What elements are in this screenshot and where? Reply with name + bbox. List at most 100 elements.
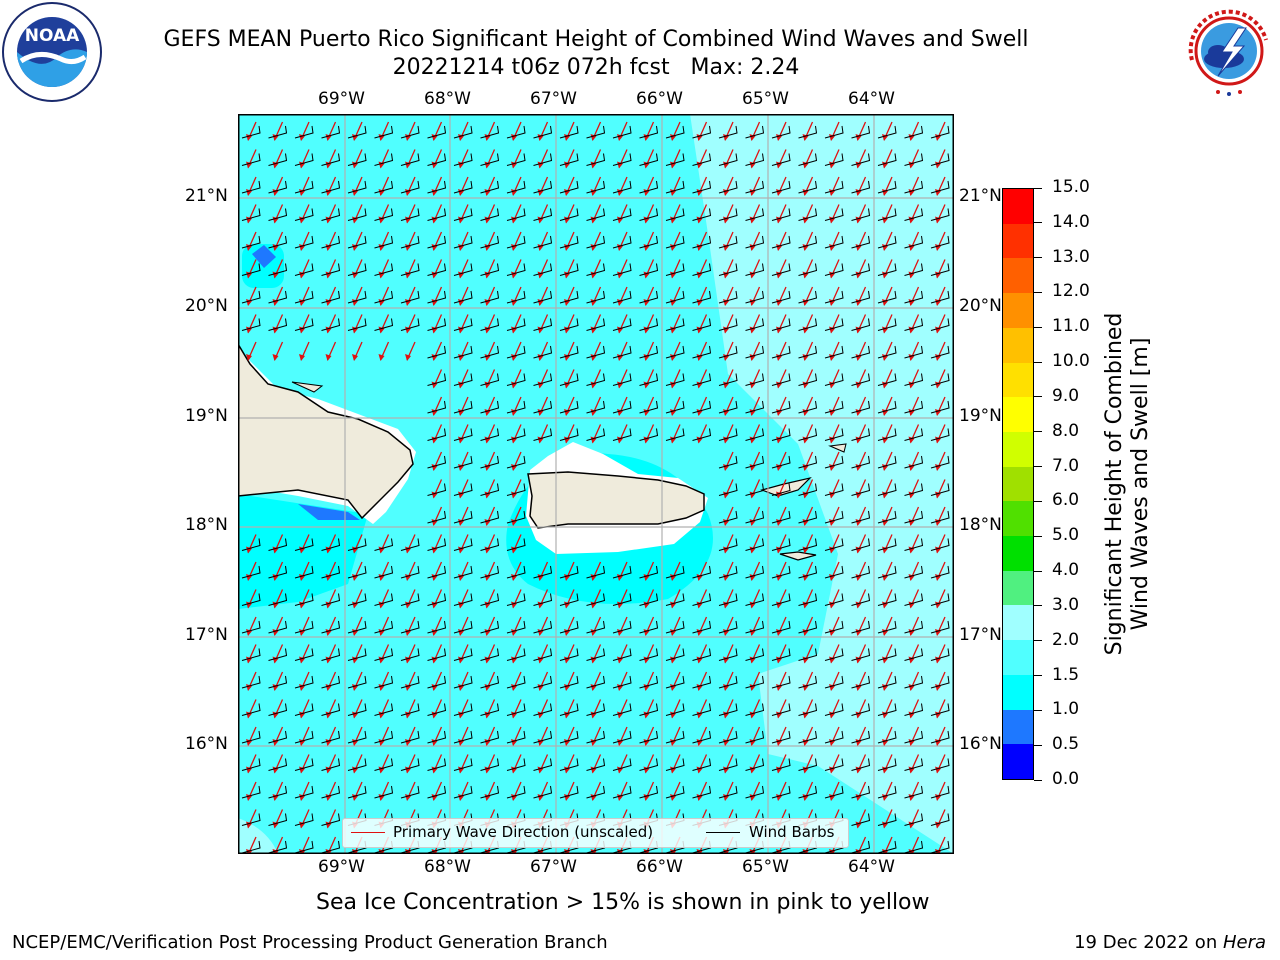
wind-barb [453,180,473,194]
wind-barb [824,538,844,551]
colorbar-tick-mark [1034,361,1042,363]
wind-barb [268,235,288,249]
wind-barb [453,263,473,276]
wind-barb [877,263,897,276]
wind-barb [877,428,897,441]
wind-barb [427,180,447,194]
wind-barb [427,153,447,166]
wind-barb [798,455,818,469]
colorbar-tick-mark [1034,640,1042,642]
wind-barb [639,428,659,441]
wind-barb [374,263,394,276]
wind-barb [480,593,500,606]
wind-barb [877,208,897,221]
wind-barb [321,235,341,249]
wind-barb [718,373,738,386]
wind-barb [559,620,579,634]
wind-barb [612,235,632,249]
wind-barb [612,593,632,606]
wind-barb [745,400,765,414]
wind-barb [347,675,367,689]
wind-barb [480,263,500,276]
wind-barb [612,400,632,414]
wind-barb [374,648,394,661]
wind-barb [533,703,553,716]
wind-barb [665,290,685,304]
wind-barb [506,180,526,194]
wind-barb [798,538,818,551]
wind-barb [268,675,288,689]
colorbar-tick-mark [1034,675,1042,677]
wind-barb [745,620,765,634]
wind-barb [930,455,950,469]
wind-barb [533,758,553,771]
wind-barb [321,153,341,166]
wind-barb [374,785,394,799]
wind-barb [904,675,924,689]
wind-barb [427,428,447,441]
wind-barb [612,703,632,716]
wind-barb [480,758,500,771]
lon-label-bottom-66w: 66°W [636,857,683,877]
wind-barb [612,208,632,221]
wind-barb [453,730,473,744]
wind-barb [665,180,685,194]
wind-barb [506,565,526,579]
wind-barb [559,345,579,359]
wind-barb [506,593,526,606]
wind-barb [347,565,367,579]
wind-barb [904,483,924,496]
wind-barb [639,730,659,744]
wind-barb [851,593,871,606]
wind-barb [400,235,420,249]
wind-barb [241,758,261,771]
chart-subtitle: 20221214 t06z 072h fcst Max: 2.24 [392,55,800,80]
wind-barb [771,758,791,771]
wind-barb [692,318,712,331]
wind-barb [374,125,394,139]
wind-barb [559,208,579,221]
wind-barb [930,593,950,606]
wind-barb [533,235,553,249]
wind-barb [241,675,261,689]
wind-barb [533,290,553,304]
wind-barb [294,290,314,304]
wind-barb [930,758,950,771]
colorbar-title-line2: Wind Waves and Swell [m] [1128,337,1153,631]
wind-barb [268,538,288,551]
wind-barb [665,373,685,386]
wind-barb [268,208,288,221]
wind-barb [559,703,579,716]
legend-wind-barbs-label: Wind Barbs [749,823,835,841]
wind-barb [533,263,553,276]
wind-barb [824,648,844,661]
wind-barb [824,483,844,496]
wind-barb [400,593,420,606]
wind-barb [506,538,526,551]
wind-barb [665,153,685,166]
wind-barb [930,483,950,496]
wind-barb [241,620,261,634]
wave-direction-arrowhead [325,354,332,361]
wind-barb [268,180,288,194]
wind-barb [241,318,261,331]
wind-barb [639,565,659,579]
wind-barb [824,153,844,166]
wind-barb [268,703,288,716]
wind-barb [321,620,341,634]
wind-barb [745,235,765,249]
colorbar-tick-mark [1034,431,1042,433]
wind-barb [400,290,420,304]
wind-barb [612,180,632,194]
wind-barb [347,263,367,276]
wind-barb [480,455,500,469]
colorbar-tick-mark [1034,744,1042,746]
wind-barb [533,648,553,661]
wind-barb [294,648,314,661]
wind-barb [930,565,950,579]
wind-barb [665,593,685,606]
wind-barb [851,180,871,194]
wind-barb [665,428,685,441]
colorbar-segment [1003,709,1033,745]
wind-barb [771,648,791,661]
